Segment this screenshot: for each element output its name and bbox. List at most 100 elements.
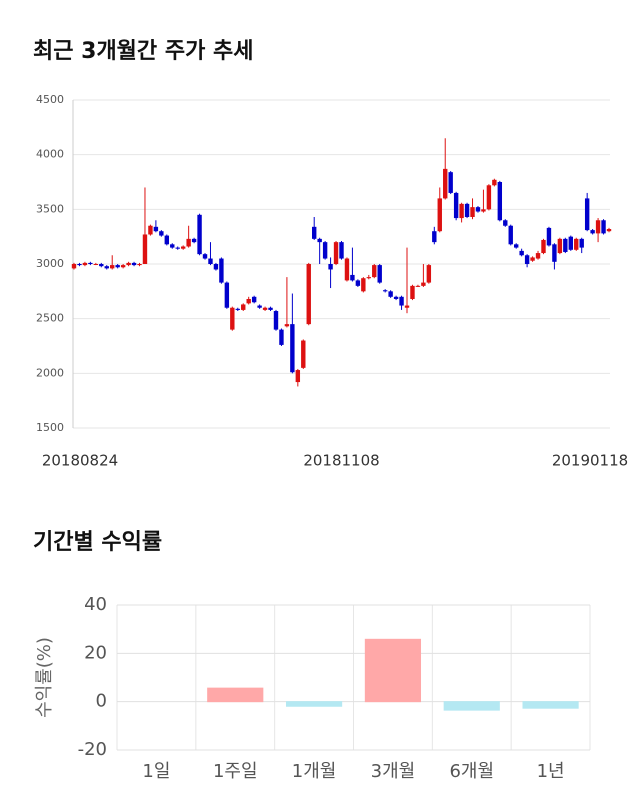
candle-body xyxy=(213,264,219,270)
candle-body xyxy=(110,265,115,269)
candle-body xyxy=(393,296,399,299)
candle-body xyxy=(404,305,410,308)
candle-body xyxy=(453,192,459,219)
candle-body xyxy=(77,264,82,266)
candle-body xyxy=(262,307,268,310)
candle-body xyxy=(153,226,159,232)
candle-body xyxy=(257,305,262,308)
y-tick-label: 4000 xyxy=(36,148,64,161)
candle-body xyxy=(306,264,311,325)
candle-body xyxy=(339,242,344,259)
candle-body xyxy=(219,258,224,283)
candle-body xyxy=(372,265,377,278)
candle-body xyxy=(148,225,153,235)
y-tick-label: 3000 xyxy=(36,257,64,270)
candle-body xyxy=(290,324,295,373)
candle-body xyxy=(82,262,88,266)
candle-body xyxy=(535,253,541,259)
candle-body xyxy=(552,244,557,262)
candle-body xyxy=(284,324,290,327)
candle-body xyxy=(377,265,382,283)
candle-body xyxy=(175,247,180,249)
candle-body xyxy=(333,242,339,264)
candle-body xyxy=(366,277,371,279)
candle-body xyxy=(251,296,257,303)
candle-body xyxy=(492,179,497,186)
candle-body xyxy=(574,238,579,250)
candle-body xyxy=(312,226,317,239)
candle-body xyxy=(448,172,453,193)
y-tick-label: 4500 xyxy=(36,93,64,106)
candle-body xyxy=(159,231,164,236)
candle-body xyxy=(443,168,448,199)
candle-body xyxy=(563,238,568,252)
candle-body xyxy=(579,238,584,248)
x-tick-label: 1주일 xyxy=(213,761,258,782)
candle-body xyxy=(388,291,393,297)
candle-body xyxy=(202,254,208,259)
candle-body xyxy=(361,278,366,292)
y-tick-label: 1500 xyxy=(36,421,64,434)
x-tick-label: 1일 xyxy=(142,761,170,782)
candle-body xyxy=(415,285,421,287)
candle-body xyxy=(508,225,513,245)
candle-body xyxy=(164,235,170,245)
candle-body xyxy=(584,198,590,231)
chart-title: 최근 3개월간 주가 추세 xyxy=(33,39,253,64)
candle-body xyxy=(241,304,246,310)
candle-body xyxy=(93,264,99,265)
x-tick-label: 3개월 xyxy=(371,761,416,782)
candle-body xyxy=(197,214,202,255)
y-tick-label: 40 xyxy=(84,594,107,615)
candle-body xyxy=(104,266,109,269)
candle-body xyxy=(191,238,197,243)
x-tick-label: 20181108 xyxy=(303,452,379,470)
candle-body xyxy=(180,246,186,249)
candle-body xyxy=(317,238,322,243)
candle-body xyxy=(88,262,93,264)
candle-body xyxy=(142,234,148,264)
y-tick-label: 0 xyxy=(96,691,107,712)
bar xyxy=(522,701,579,709)
candle-body xyxy=(421,282,426,286)
candle-body xyxy=(295,370,301,383)
candle-body xyxy=(186,238,191,247)
candle-body xyxy=(268,307,273,310)
candle-body xyxy=(437,198,442,232)
candle-body xyxy=(513,244,519,248)
candle-body xyxy=(486,185,492,210)
x-tick-label: 20190118 xyxy=(552,452,628,470)
candle-body xyxy=(595,220,601,234)
candle-body xyxy=(99,264,104,267)
candle-body xyxy=(399,296,404,306)
x-tick-label: 6개월 xyxy=(449,761,494,782)
candle-body xyxy=(546,227,552,246)
candle-body xyxy=(120,265,126,268)
candle-body xyxy=(208,258,213,264)
candle-body xyxy=(350,274,355,281)
y-tick-label: 2500 xyxy=(36,312,64,325)
candle-body xyxy=(273,311,279,330)
candle-body xyxy=(503,220,508,226)
candle-body xyxy=(355,280,361,286)
candle-body xyxy=(328,264,333,270)
candle-body xyxy=(524,255,530,264)
candle-body xyxy=(71,264,77,269)
y-tick-label: -20 xyxy=(78,739,107,760)
bar xyxy=(364,638,422,703)
candle-body xyxy=(557,238,563,254)
candle-body xyxy=(590,230,595,234)
chart-title: 기간별 수익률 xyxy=(33,530,162,555)
y-tick-label: 20 xyxy=(84,642,107,663)
candle-body xyxy=(230,307,235,330)
candle-body xyxy=(344,258,350,281)
bar xyxy=(285,701,343,707)
x-tick-label: 1년 xyxy=(537,761,565,782)
y-tick-label: 2000 xyxy=(36,366,64,379)
candle-body xyxy=(470,207,475,217)
candle-body xyxy=(530,257,535,261)
candle-body xyxy=(459,203,464,219)
candle-body xyxy=(568,236,573,250)
candle-body xyxy=(279,329,284,345)
